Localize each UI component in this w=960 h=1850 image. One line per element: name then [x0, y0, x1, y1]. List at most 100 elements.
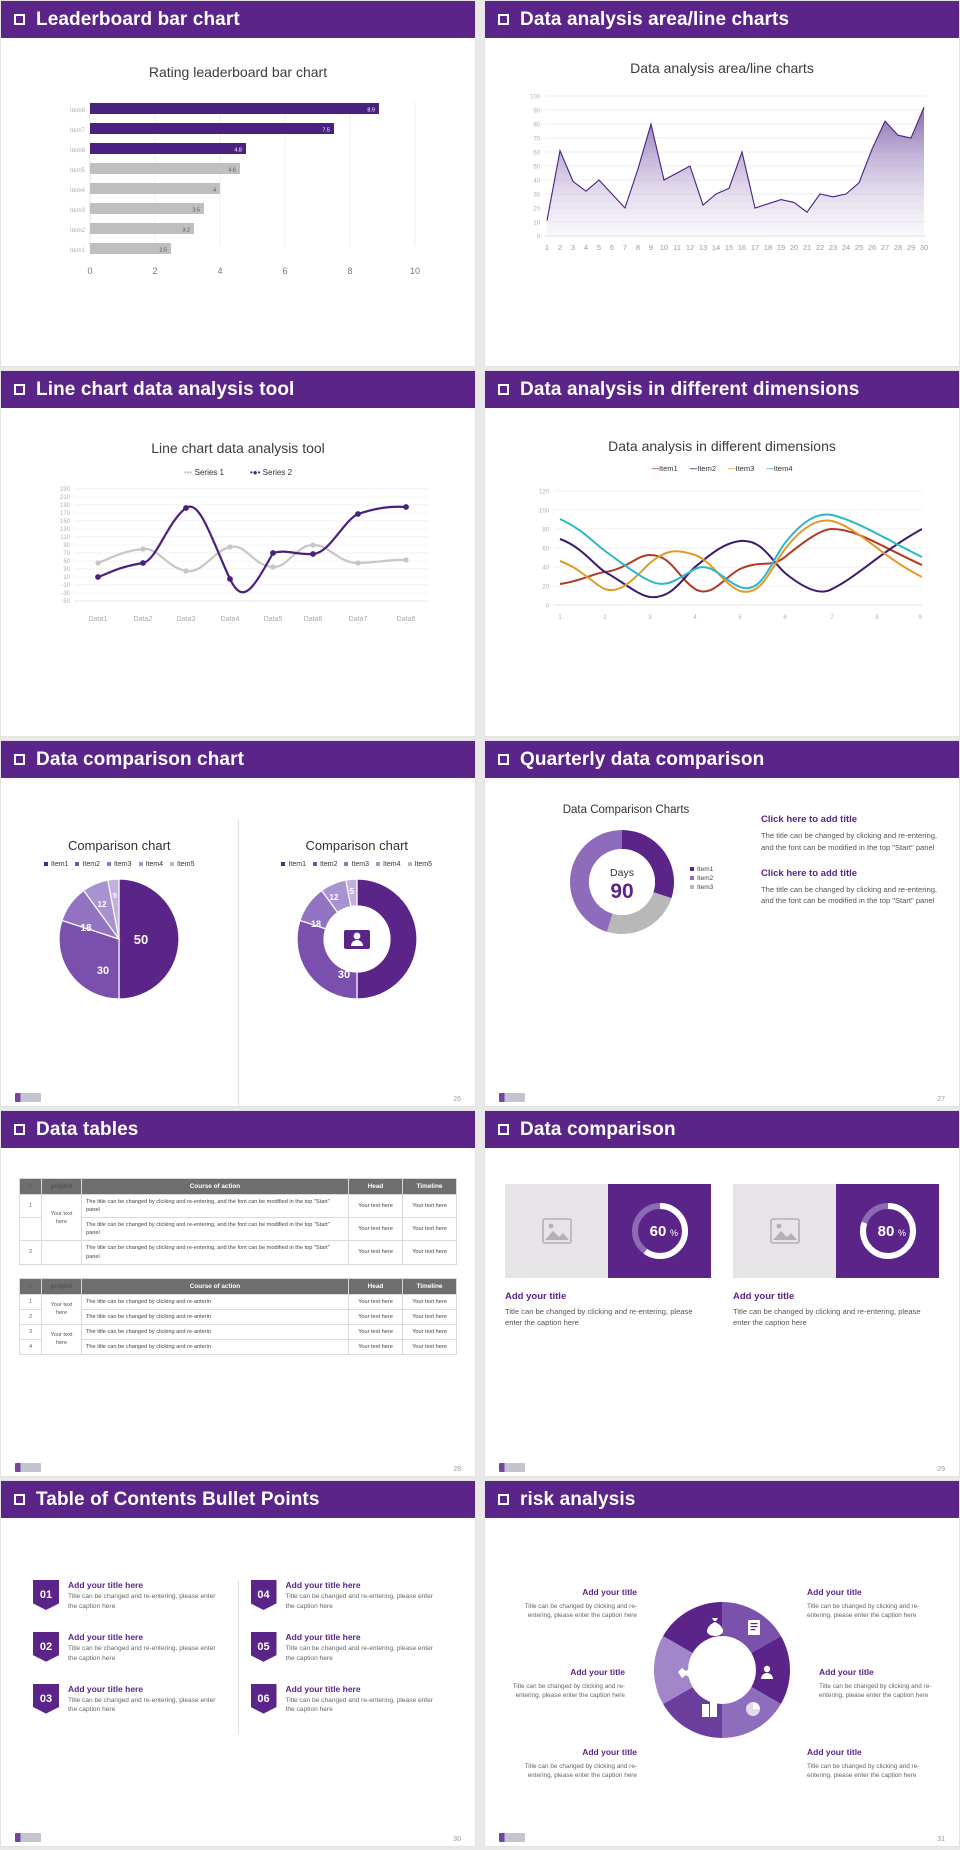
svg-text:170: 170 [60, 511, 71, 517]
block-body: The title can be changed by clicking and… [761, 831, 938, 852]
image-icon [541, 1218, 572, 1244]
chart-title: Comparison chart [305, 838, 409, 853]
item3-line [559, 519, 923, 593]
svg-text:15: 15 [725, 243, 733, 252]
svg-text:Data4: Data4 [221, 616, 240, 623]
toc-item[interactable]: 06 Add your title here Title can be chan… [250, 1683, 444, 1716]
block-heading[interactable]: Click here to add title [761, 867, 858, 879]
pie-value: 30 [338, 969, 350, 981]
slide-body: Data analysis area/line charts [485, 60, 959, 366]
footer-logo [15, 1833, 41, 1842]
legend-item: Item3 [106, 861, 132, 868]
svg-text:2.5: 2.5 [159, 248, 167, 254]
legend-item: Item5 [170, 861, 195, 868]
svg-text:9: 9 [918, 615, 922, 621]
svg-text:0: 0 [87, 266, 92, 276]
pie-chart-block-left: Comparison chart Item1 Item2 Item3 Item4… [1, 820, 238, 1106]
svg-text:Data8: Data8 [397, 616, 416, 623]
risk-callout: Add your title Title can be changed by c… [517, 1586, 637, 1621]
page-number: 31 [937, 1836, 945, 1843]
svg-text:6: 6 [610, 243, 614, 252]
block-heading[interactable]: Click here to add title [761, 814, 858, 825]
chart-legend: •▪• Series 1 •●• Series 2 [1, 468, 475, 477]
slide-body: Data analysis in different dimensions —I… [485, 438, 959, 736]
pie-chart-icon [746, 1702, 760, 1716]
callout-body: Title can be changed by clicking and re-… [807, 1602, 920, 1620]
slide-body: 60 % Add your title Title can be changed… [485, 1148, 959, 1476]
svg-text:6: 6 [783, 615, 787, 621]
footer-logo [499, 1093, 525, 1102]
svg-text:-30: -30 [61, 591, 70, 597]
line-chart: 230 210 190 170 150 130 110 90 70 50 30 … [60, 487, 428, 623]
pinwheel-blade[interactable] [663, 1602, 722, 1653]
slide-compare: Data comparison chart Comparison chart I… [0, 740, 476, 1107]
slide-title: Data comparison [520, 1118, 676, 1140]
svg-text:5: 5 [738, 615, 742, 621]
svg-text:50: 50 [63, 559, 70, 565]
donut-center-value: 90 [610, 880, 633, 903]
money-bag-icon [707, 1618, 723, 1636]
toc-item[interactable]: 02 Add your title here Title can be chan… [33, 1631, 226, 1664]
legend-item: Item3 [344, 861, 369, 868]
pinwheel-blade[interactable] [751, 1636, 791, 1704]
legend-item: Item2 [312, 861, 337, 868]
cell-head: Your text here [348, 1217, 403, 1242]
cell-course: The title can be changed by clicking and… [81, 1308, 349, 1325]
toc-body: Title can be changed and re-entering, pl… [285, 1696, 433, 1714]
slide-title: risk analysis [520, 1488, 636, 1510]
svg-text:150: 150 [60, 519, 71, 525]
page-number: 28 [453, 1466, 461, 1473]
svg-text:3.2: 3.2 [182, 228, 190, 234]
multi-line-chart: 120 100 80 60 40 20 0 1 2 3 4 5 [539, 490, 923, 621]
toc-column-right: 04 Add your title here Title can be chan… [237, 1580, 456, 1736]
tables-wrap: # project Course of action Head Timeline… [1, 1148, 475, 1356]
quarterly-content: Data Comparison Charts Days 90 [485, 778, 959, 947]
svg-text:30: 30 [63, 567, 70, 573]
chart-title: Rating leaderboard bar chart [148, 64, 328, 80]
svg-text:Data2: Data2 [134, 616, 153, 623]
pie-comparison-row: Comparison chart Item1 Item2 Item3 Item4… [1, 778, 475, 1106]
cell-course: The title can be changed by clicking and… [81, 1193, 349, 1219]
svg-text:8: 8 [636, 243, 640, 252]
cell-index: 4 [19, 1338, 42, 1356]
svg-text:7.5: 7.5 [322, 128, 330, 134]
legend-item: Item4 [376, 861, 401, 868]
block-heading[interactable]: Add your title [733, 1291, 795, 1302]
pinwheel-blade[interactable] [663, 1687, 722, 1738]
svg-text:4: 4 [213, 188, 216, 194]
cell-index: 2 [19, 1308, 42, 1325]
toc-item[interactable]: 03 Add your title here Title can be chan… [33, 1683, 226, 1716]
toc-body: Title can be changed and re-entering, pl… [68, 1696, 216, 1714]
bars [90, 103, 379, 254]
risk-callout: Add your title Title can be changed by c… [505, 1666, 625, 1701]
donut-chart: 50 30 18 12 5 [296, 878, 418, 1000]
slide-title: Data comparison chart [36, 748, 244, 770]
cell-head: Your text here [348, 1338, 403, 1356]
th-timeline: Timeline [402, 1178, 457, 1195]
callout-heading: Add your title [570, 1667, 625, 1677]
svg-text:17: 17 [751, 243, 759, 252]
toc-heading: Add your title here [285, 1631, 361, 1642]
toc-item[interactable]: 01 Add your title here Title can be chan… [33, 1580, 226, 1612]
cell-course: The title can be changed by clicking and… [81, 1323, 349, 1340]
block-body: The title can be changed by clicking and… [761, 884, 938, 906]
image-placeholder [505, 1184, 608, 1278]
toc-item[interactable]: 05 Add your title here Title can be chan… [250, 1631, 444, 1664]
svg-text:23: 23 [829, 243, 837, 252]
cell-timeline: Your text here [402, 1217, 457, 1242]
svg-text:120: 120 [539, 490, 550, 496]
svg-text:20: 20 [790, 243, 798, 252]
callout-body: Title can be changed by clicking and re-… [819, 1682, 932, 1700]
toc-item[interactable]: 04 Add your title here Title can be chan… [250, 1580, 444, 1612]
page-number: 29 [937, 1466, 945, 1473]
th-course: Course of action [81, 1178, 349, 1195]
block-heading[interactable]: Add your title [505, 1291, 567, 1302]
pinwheel-blade[interactable] [653, 1636, 693, 1704]
cell-head: Your text here [348, 1308, 403, 1325]
legend-item-item4: —Item4 [766, 464, 793, 473]
toc-number-badge: 03 [33, 1683, 59, 1714]
svg-text:7: 7 [623, 243, 627, 252]
cell-course: The title can be changed by clicking and… [81, 1338, 349, 1356]
